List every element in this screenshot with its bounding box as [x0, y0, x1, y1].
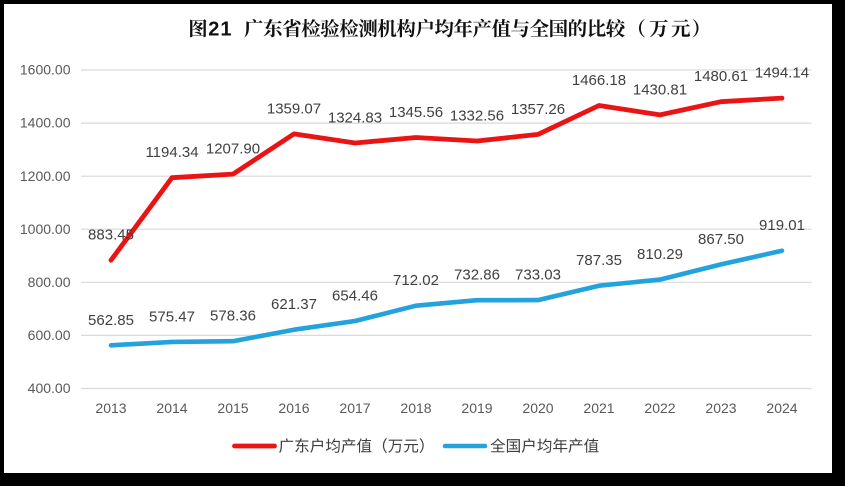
svg-text:621.37: 621.37 [271, 296, 317, 313]
svg-text:1600.00: 1600.00 [20, 62, 71, 78]
svg-text:810.29: 810.29 [637, 246, 683, 263]
svg-text:1200.00: 1200.00 [20, 168, 71, 184]
svg-text:1466.18: 1466.18 [572, 72, 626, 89]
svg-text:575.47: 575.47 [149, 308, 195, 325]
svg-text:1430.81: 1430.81 [633, 81, 687, 98]
svg-text:2018: 2018 [400, 400, 431, 416]
svg-text:2020: 2020 [522, 400, 553, 416]
svg-text:2024: 2024 [766, 400, 797, 416]
svg-text:578.36: 578.36 [210, 308, 256, 325]
svg-text:800.00: 800.00 [28, 274, 71, 290]
svg-text:2023: 2023 [705, 400, 736, 416]
svg-text:712.02: 712.02 [393, 272, 439, 289]
svg-text:919.01: 919.01 [759, 217, 805, 234]
svg-text:600.00: 600.00 [28, 327, 71, 343]
svg-text:654.46: 654.46 [332, 288, 378, 305]
svg-text:2017: 2017 [339, 400, 370, 416]
svg-text:867.50: 867.50 [698, 231, 744, 248]
svg-text:2015: 2015 [217, 400, 248, 416]
svg-text:1345.56: 1345.56 [389, 104, 443, 121]
svg-text:1332.56: 1332.56 [450, 108, 504, 125]
svg-text:732.86: 732.86 [454, 267, 500, 284]
svg-text:2021: 2021 [583, 400, 614, 416]
svg-text:1324.83: 1324.83 [328, 110, 382, 127]
svg-text:1480.61: 1480.61 [694, 68, 748, 85]
svg-text:883.45: 883.45 [88, 227, 134, 244]
svg-text:2016: 2016 [278, 400, 309, 416]
svg-text:787.35: 787.35 [576, 252, 622, 269]
svg-text:2022: 2022 [644, 400, 675, 416]
svg-text:2013: 2013 [95, 400, 126, 416]
svg-text:1494.14: 1494.14 [755, 65, 809, 82]
svg-text:21: 21 [208, 18, 232, 40]
svg-text:1000.00: 1000.00 [20, 221, 71, 237]
svg-text:400.00: 400.00 [28, 380, 71, 396]
svg-text:733.03: 733.03 [515, 267, 561, 284]
svg-text:1207.90: 1207.90 [206, 141, 260, 158]
svg-text:1194.34: 1194.34 [145, 144, 198, 161]
svg-text:1400.00: 1400.00 [20, 115, 71, 131]
svg-text:2014: 2014 [156, 400, 187, 416]
svg-text:1359.07: 1359.07 [267, 100, 321, 117]
svg-text:2019: 2019 [461, 400, 492, 416]
svg-text:562.85: 562.85 [88, 312, 134, 329]
svg-text:1357.26: 1357.26 [511, 101, 565, 118]
